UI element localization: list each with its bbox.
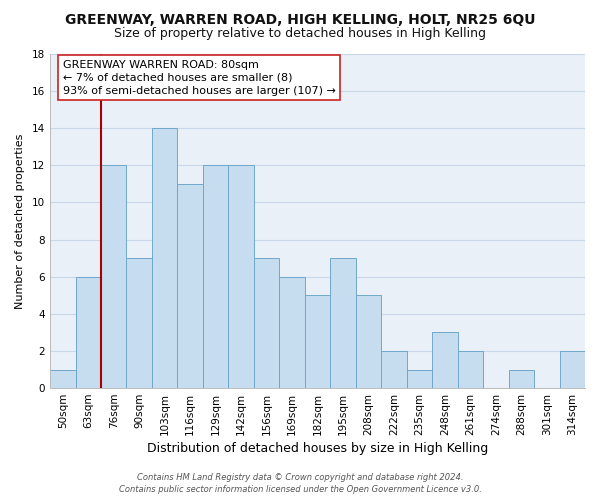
- Bar: [432, 332, 458, 388]
- Bar: [356, 296, 381, 388]
- X-axis label: Distribution of detached houses by size in High Kelling: Distribution of detached houses by size …: [147, 442, 488, 455]
- Bar: [152, 128, 178, 388]
- Bar: [330, 258, 356, 388]
- Bar: [76, 276, 101, 388]
- Bar: [254, 258, 280, 388]
- Text: GREENWAY WARREN ROAD: 80sqm
← 7% of detached houses are smaller (8)
93% of semi-: GREENWAY WARREN ROAD: 80sqm ← 7% of deta…: [63, 60, 335, 96]
- Bar: [458, 351, 483, 388]
- Bar: [280, 276, 305, 388]
- Bar: [203, 166, 229, 388]
- Bar: [229, 166, 254, 388]
- Bar: [50, 370, 76, 388]
- Bar: [127, 258, 152, 388]
- Bar: [407, 370, 432, 388]
- Bar: [381, 351, 407, 388]
- Bar: [101, 166, 127, 388]
- Text: GREENWAY, WARREN ROAD, HIGH KELLING, HOLT, NR25 6QU: GREENWAY, WARREN ROAD, HIGH KELLING, HOL…: [65, 12, 535, 26]
- Bar: [560, 351, 585, 388]
- Text: Size of property relative to detached houses in High Kelling: Size of property relative to detached ho…: [114, 28, 486, 40]
- Text: Contains HM Land Registry data © Crown copyright and database right 2024.
Contai: Contains HM Land Registry data © Crown c…: [119, 472, 481, 494]
- Bar: [509, 370, 534, 388]
- Y-axis label: Number of detached properties: Number of detached properties: [15, 134, 25, 308]
- Bar: [305, 296, 330, 388]
- Bar: [178, 184, 203, 388]
